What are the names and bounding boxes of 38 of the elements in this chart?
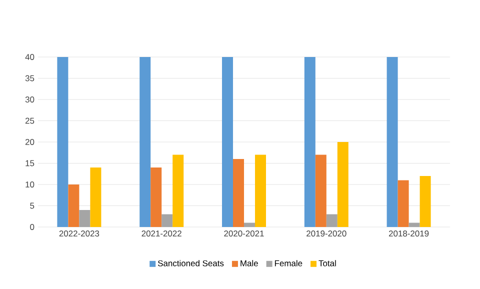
bar [420,176,431,227]
bar [172,154,184,227]
x-tick-label: 2021-2022 [142,230,182,237]
x-tick-label: 2022-2023 [59,230,100,237]
y-tick-label: 20 [25,139,34,145]
y-tick-label: 25 [25,118,34,124]
bar [337,142,348,227]
bar [68,184,80,227]
y-tick-label: 35 [25,75,34,82]
y-tick-label: 10 [26,182,34,188]
bar [408,222,420,227]
bar [315,154,326,227]
bar [162,214,173,227]
bar [150,168,162,227]
bar [398,180,409,227]
y-tick-label: 15 [26,160,34,166]
bar [233,159,244,227]
y-tick-label: 40 [25,54,34,60]
legend-label: Female [274,260,302,266]
bar [244,222,256,227]
bar [304,57,316,227]
bar [255,154,266,227]
bar [326,214,338,227]
x-tick-label: 2020-2021 [224,230,264,237]
bar [386,57,398,227]
y-tick-label: 0 [30,224,34,230]
y-tick-label: 30 [25,96,34,102]
bar [222,57,234,227]
y-tick-label: 5 [30,202,34,209]
bar [57,57,68,227]
legend-label: Male [240,260,258,266]
bar [90,168,102,227]
bar [140,57,151,227]
x-tick-label: 2018-2019 [388,230,429,237]
x-tick-label: 2019-2020 [306,230,346,237]
legend-label: Sanctioned Seats [158,260,224,266]
legend-label: Total [318,260,336,266]
bar [79,210,90,227]
